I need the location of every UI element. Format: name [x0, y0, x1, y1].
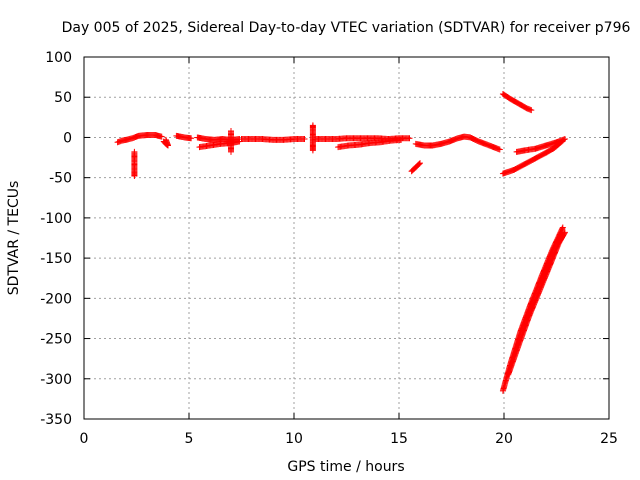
grid-layer — [84, 57, 609, 419]
y-tick-label: 0 — [63, 130, 72, 146]
data-point — [309, 147, 316, 154]
x-tick-label: 10 — [285, 431, 303, 447]
x-axis-title: GPS time / hours — [287, 459, 404, 475]
data-segment — [114, 132, 165, 146]
x-tick-label: 15 — [390, 431, 408, 447]
x-tick-label: 25 — [600, 431, 618, 447]
y-tick-label: -300 — [40, 372, 72, 388]
data-point — [158, 133, 165, 140]
data-point — [528, 107, 535, 114]
data-point — [561, 230, 568, 237]
data-segment — [513, 136, 568, 155]
y-tick-label: -50 — [49, 171, 72, 187]
y-tick-label: -150 — [40, 251, 72, 267]
x-tick-label: 5 — [185, 431, 194, 447]
y-tick-label: 100 — [45, 50, 72, 66]
data-segment — [335, 136, 405, 151]
y-tick-label: -350 — [40, 412, 72, 428]
data-point — [559, 224, 566, 231]
data-segment — [408, 160, 423, 175]
data-segment — [505, 229, 568, 378]
data-segment — [160, 136, 171, 149]
y-tick-label: 50 — [54, 90, 72, 106]
x-tick-label: 20 — [495, 431, 513, 447]
ticks-layer: 0 5 10 15 20 25 100 50 0 -50 -100 -150 -200 -250 -300 -… — [40, 50, 618, 447]
data-point — [162, 136, 169, 143]
data-point — [188, 135, 195, 142]
data-segment — [238, 136, 308, 143]
data-point — [131, 173, 138, 180]
data-segment — [412, 133, 503, 153]
data-point — [228, 148, 234, 155]
data-point — [496, 146, 503, 153]
y-axis-title: SDTVAR / TECUs — [6, 181, 22, 296]
data-point — [417, 160, 423, 167]
data-point — [561, 229, 568, 236]
data-point — [398, 136, 405, 143]
data-points — [114, 91, 568, 394]
y-tick-label: -250 — [40, 332, 72, 348]
data-point — [416, 160, 423, 167]
data-segment — [173, 132, 195, 142]
y-tick-label: -200 — [40, 291, 72, 307]
data-point — [561, 136, 568, 143]
y-tick-label: -100 — [40, 211, 72, 227]
data-segment — [228, 128, 234, 155]
plot-frame — [83, 56, 610, 420]
x-tick-label: 0 — [80, 431, 89, 447]
chart-title: Day 005 of 2025, Sidereal Day-to-day VTE… — [62, 20, 631, 36]
data-point — [301, 136, 308, 143]
data-segment — [131, 148, 138, 180]
data-point — [406, 135, 413, 142]
data-segment — [499, 91, 535, 114]
